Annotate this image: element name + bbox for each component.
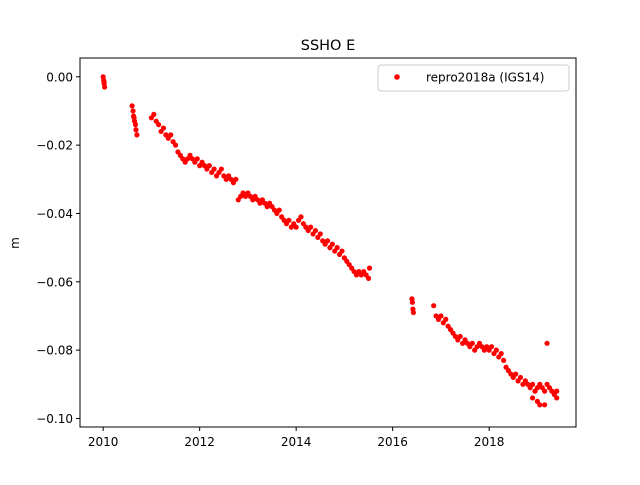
legend-label: repro2018a (IGS14) — [426, 71, 544, 85]
data-point — [334, 245, 340, 251]
data-point — [457, 333, 463, 340]
y-tick-label: −0.08 — [36, 344, 73, 358]
data-point — [101, 79, 107, 85]
data-point — [218, 166, 224, 172]
data-point — [517, 374, 524, 381]
data-point — [233, 176, 239, 182]
data-point — [431, 303, 437, 309]
data-point — [298, 214, 304, 220]
data-point — [339, 248, 345, 254]
data-point — [409, 299, 416, 305]
data-points — [100, 74, 560, 408]
y-axis-label: m — [8, 237, 22, 249]
y-tick-label: −0.02 — [36, 139, 73, 153]
x-axis: 2010 2012 2014 2016 2018 — [88, 427, 505, 449]
data-point — [194, 156, 200, 162]
y-tick-label: −0.06 — [36, 275, 73, 289]
data-point — [129, 103, 135, 109]
x-tick-label: 2010 — [88, 435, 119, 449]
data-point — [102, 84, 108, 90]
data-point — [501, 357, 507, 363]
data-point — [542, 402, 548, 408]
data-point — [410, 309, 416, 316]
data-point — [443, 316, 449, 322]
data-point — [211, 166, 217, 172]
data-point — [133, 127, 139, 133]
data-point — [324, 238, 331, 244]
data-point — [131, 115, 137, 121]
y-tick-label: −0.04 — [36, 207, 73, 221]
data-point — [493, 347, 499, 353]
legend-marker — [394, 74, 400, 80]
data-point — [554, 388, 560, 394]
legend-box — [377, 64, 570, 92]
data-point — [554, 395, 560, 401]
data-point — [276, 207, 282, 213]
plot-area-frame — [79, 57, 577, 428]
data-point — [513, 371, 519, 377]
data-point — [529, 395, 536, 401]
data-point — [329, 241, 335, 247]
x-tick-label: 2018 — [474, 435, 505, 449]
data-point — [537, 402, 543, 408]
data-point — [156, 122, 162, 128]
y-axis: 0.00 −0.02 −0.04 −0.06 −0.08 −0.10 — [36, 70, 80, 426]
data-point — [293, 224, 299, 230]
data-point — [172, 142, 179, 148]
data-point — [130, 108, 136, 114]
y-tick-label: −0.10 — [36, 412, 73, 426]
data-point — [366, 265, 373, 271]
x-tick-label: 2016 — [377, 435, 408, 449]
data-point — [134, 132, 140, 138]
data-point — [365, 275, 372, 281]
data-point — [317, 231, 323, 237]
data-point — [151, 111, 157, 117]
x-tick-label: 2014 — [281, 435, 312, 449]
data-point — [529, 381, 536, 387]
data-point — [488, 344, 495, 350]
data-point — [438, 313, 444, 319]
data-point — [132, 122, 139, 128]
x-tick-label: 2012 — [184, 435, 215, 449]
legend: repro2018a (IGS14) — [377, 64, 570, 92]
data-point — [286, 217, 292, 223]
data-point — [469, 340, 475, 346]
data-point — [168, 132, 174, 138]
data-point — [542, 388, 548, 394]
data-point — [206, 163, 212, 169]
data-point — [160, 125, 167, 131]
data-point — [308, 224, 314, 230]
data-point — [544, 340, 550, 346]
chart-title: SSHO E — [301, 38, 356, 54]
data-point — [312, 227, 319, 234]
y-tick-label: 0.00 — [46, 70, 73, 84]
data-point — [498, 350, 504, 357]
